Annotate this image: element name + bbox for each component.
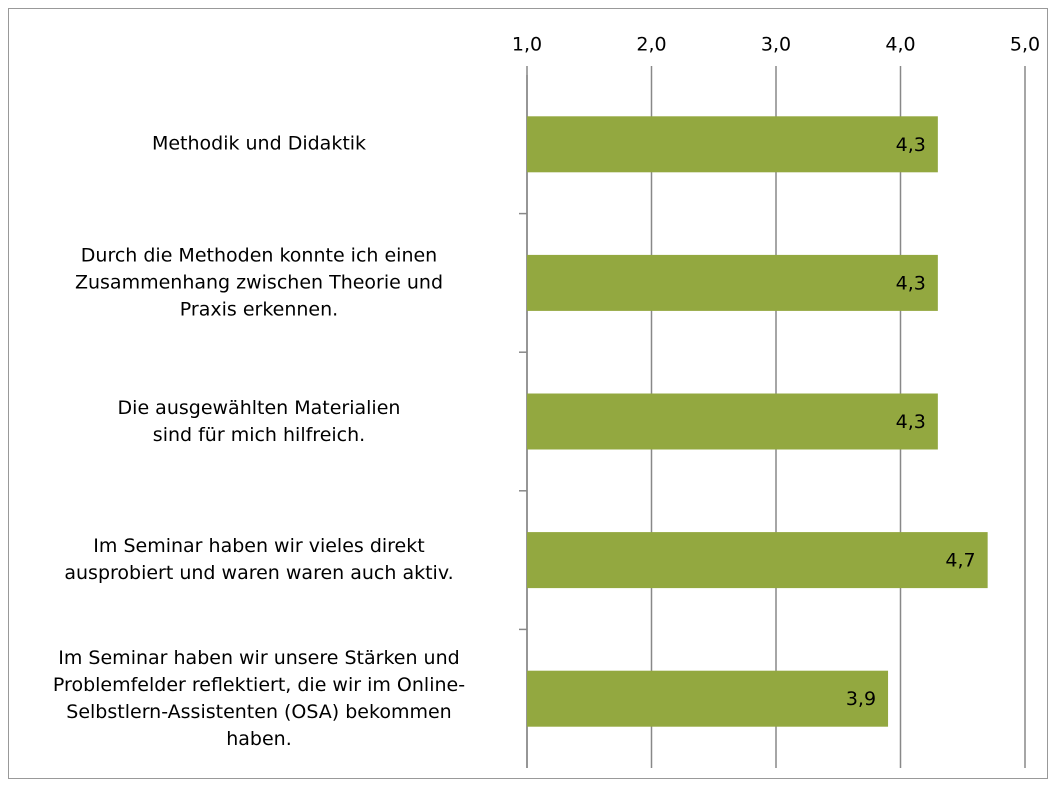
bar bbox=[527, 670, 889, 727]
x-tick-label: 1,0 bbox=[512, 34, 542, 56]
value-label: 4,3 bbox=[896, 272, 926, 294]
x-tick-label: 4,0 bbox=[885, 34, 915, 56]
value-label: 4,3 bbox=[896, 411, 926, 433]
bar bbox=[527, 116, 938, 173]
x-tick-label: 2,0 bbox=[636, 34, 666, 56]
frame-border bbox=[8, 8, 1048, 779]
category-label: Im Seminar haben wir unsere Stärken und … bbox=[52, 646, 466, 750]
category-label: Im Seminar haben wir vieles direkt auspr… bbox=[64, 535, 454, 585]
bar bbox=[527, 532, 988, 589]
value-label: 4,3 bbox=[896, 134, 926, 156]
value-label: 3,9 bbox=[846, 688, 876, 710]
x-tick-label: 5,0 bbox=[1010, 34, 1040, 56]
category-label: Durch die Methoden konnte ich einen Zusa… bbox=[74, 244, 444, 321]
bar bbox=[527, 393, 938, 450]
category-label: Methodik und Didaktik bbox=[151, 132, 367, 155]
bar bbox=[527, 254, 938, 311]
value-label: 4,7 bbox=[945, 550, 975, 572]
x-tick-label: 3,0 bbox=[761, 34, 791, 56]
category-label: Die ausgewählten Materialien sind für mi… bbox=[117, 396, 401, 446]
